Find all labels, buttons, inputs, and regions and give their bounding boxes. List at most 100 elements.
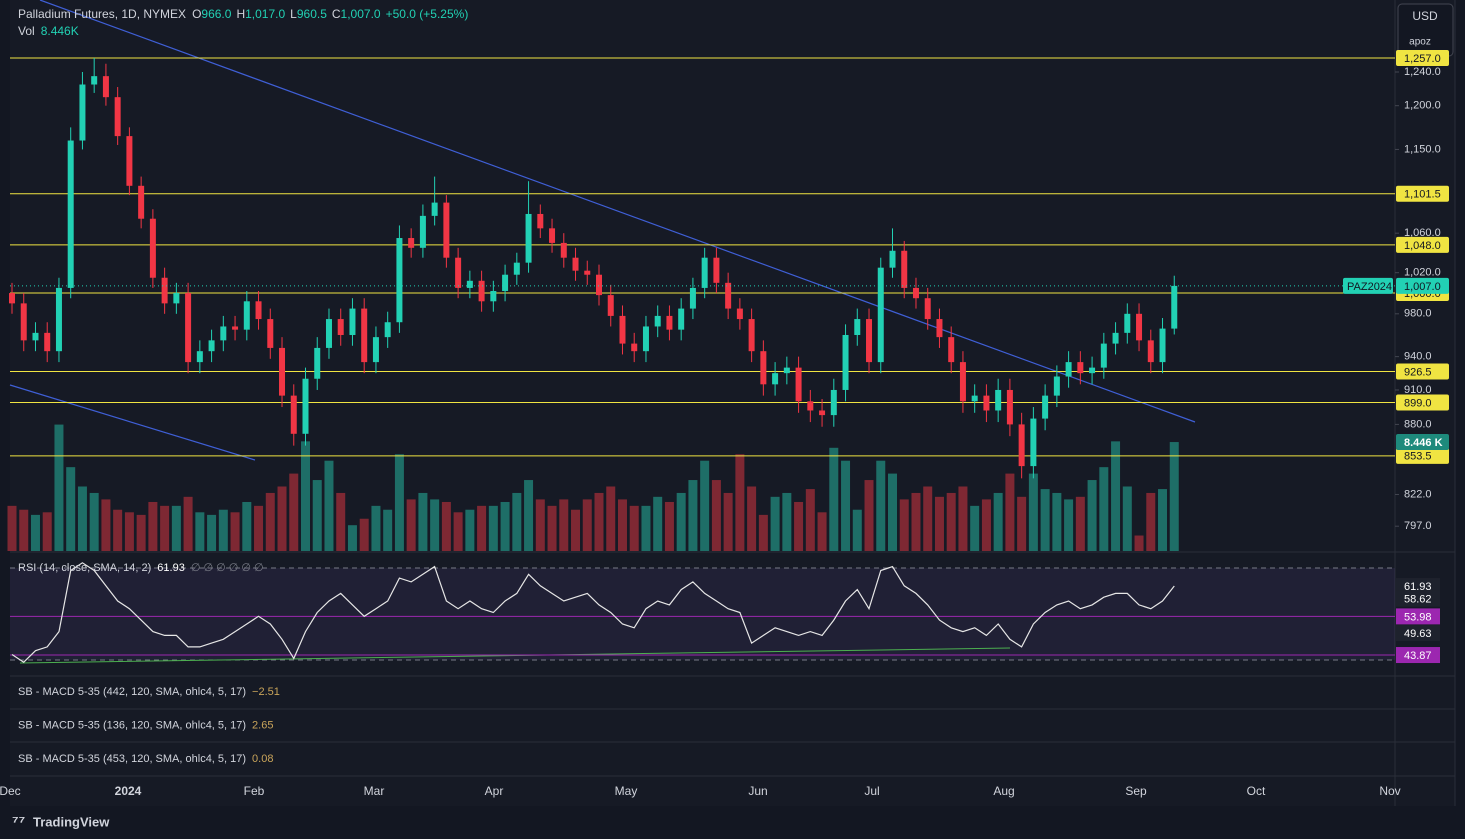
- candle-body: [701, 257, 708, 288]
- rsi-badge: [1396, 625, 1440, 642]
- rsi-line: [11, 562, 1175, 663]
- candle-body: [44, 332, 51, 352]
- candle-body: [1053, 376, 1060, 396]
- logo-icon: ⁷⁷: [12, 814, 25, 831]
- volume-bar: [1146, 492, 1156, 551]
- volume-bar: [289, 473, 299, 551]
- candle-body: [290, 395, 297, 434]
- candle-body: [91, 76, 98, 85]
- candle-body: [220, 326, 227, 341]
- level-label: 926.5: [1404, 366, 1432, 378]
- candle-body: [607, 295, 614, 316]
- candle-body: [79, 84, 86, 141]
- volume-bar: [676, 492, 686, 551]
- rsi-extras: ∅ ∅ ∅ ∅ ∅ ∅: [191, 562, 264, 574]
- volume-bar: [30, 514, 40, 551]
- volume-bar: [970, 505, 980, 551]
- x-tick-label: Oct: [1247, 784, 1266, 798]
- x-tick-label: Jun: [748, 784, 767, 798]
- candle-body: [349, 308, 356, 335]
- ohlc-value: 1,007.0: [341, 7, 381, 21]
- candle-body: [1077, 362, 1084, 374]
- candle-body: [842, 334, 849, 390]
- candle-body: [678, 308, 685, 330]
- candle-body: [325, 319, 332, 348]
- volume-bar: [876, 460, 886, 551]
- volume-bar: [89, 492, 99, 551]
- chart-area: [10, 0, 1395, 806]
- candle-body: [912, 287, 919, 299]
- volume-bar: [394, 454, 404, 551]
- volume-bar: [864, 480, 874, 551]
- candle-body: [807, 401, 814, 411]
- volume-bar: [183, 496, 193, 551]
- rsi-badge: [1396, 608, 1440, 625]
- candle-body: [55, 287, 62, 352]
- candle-body: [689, 287, 696, 309]
- volume-bar: [923, 486, 933, 551]
- y-tick-label: 940.0: [1404, 351, 1432, 363]
- volume-bar: [794, 501, 804, 551]
- volume-bar: [148, 501, 158, 551]
- candle-body: [361, 308, 368, 363]
- volume-bar: [230, 512, 240, 551]
- volume-bar: [1169, 442, 1179, 551]
- candle-body: [431, 202, 438, 216]
- candle-body: [102, 76, 109, 98]
- y-tick-label: 822.0: [1404, 488, 1432, 500]
- candle-body: [478, 280, 485, 302]
- macd-title: SB - MACD 5-35 (136, 120, SMA, ohlc4, 5,…: [18, 719, 246, 731]
- volume-bar: [852, 509, 862, 551]
- volume-bar: [829, 447, 839, 551]
- x-tick-label: 2024: [115, 784, 142, 798]
- candle-body: [20, 303, 27, 341]
- x-tick-label: Sep: [1125, 784, 1147, 798]
- volume-bar: [934, 496, 944, 551]
- volume-bar: [770, 496, 780, 551]
- volume-bar: [383, 509, 393, 551]
- volume-bar: [817, 512, 827, 551]
- x-tick-label: Aug: [993, 784, 1014, 798]
- rsi-badge-label: 43.87: [1404, 650, 1432, 662]
- macd-legend: SB - MACD 5-35 (136, 120, SMA, ohlc4, 5,…: [18, 719, 273, 731]
- candle-body: [419, 215, 426, 248]
- candle-body: [995, 389, 1002, 411]
- candle-body: [1100, 343, 1107, 368]
- volume-bar: [465, 509, 475, 551]
- candle-body: [173, 293, 180, 304]
- volume-bar: [500, 501, 510, 551]
- candle-body: [408, 238, 415, 248]
- ohlc-value: 966.0: [201, 7, 231, 21]
- volume-bar: [359, 518, 369, 551]
- level-label: 1,257.0: [1404, 53, 1441, 65]
- volume-bar: [324, 460, 334, 551]
- candle-body: [232, 326, 239, 330]
- rsi-badge-label: 53.98: [1404, 611, 1432, 623]
- candle-body: [1030, 418, 1037, 467]
- price-pane: [7, 0, 1395, 551]
- volume-bar: [606, 486, 616, 551]
- x-tick-label: Jul: [864, 784, 879, 798]
- volume-bar: [265, 492, 275, 551]
- volume-bar: [559, 499, 569, 551]
- macd-legend: SB - MACD 5-35 (442, 120, SMA, ohlc4, 5,…: [18, 686, 280, 698]
- candle-body: [443, 202, 450, 258]
- y-tick-label: 1,200.0: [1404, 100, 1441, 112]
- volume-bar: [958, 486, 968, 551]
- volume-bar: [124, 512, 134, 551]
- volume-bar: [1040, 489, 1050, 551]
- volume-bar: [1111, 441, 1121, 551]
- candle-body: [983, 395, 990, 411]
- candle-body: [795, 367, 802, 402]
- volume-bar: [136, 514, 146, 551]
- y-tick-label: 910.0: [1404, 384, 1432, 396]
- candle-body: [1112, 332, 1119, 344]
- scale-mode: apoz: [1409, 37, 1431, 48]
- level-badge: [1396, 185, 1449, 202]
- candle-body: [948, 337, 955, 363]
- volume-bar: [418, 492, 428, 551]
- candle-body: [584, 270, 591, 275]
- candle-body: [642, 326, 649, 352]
